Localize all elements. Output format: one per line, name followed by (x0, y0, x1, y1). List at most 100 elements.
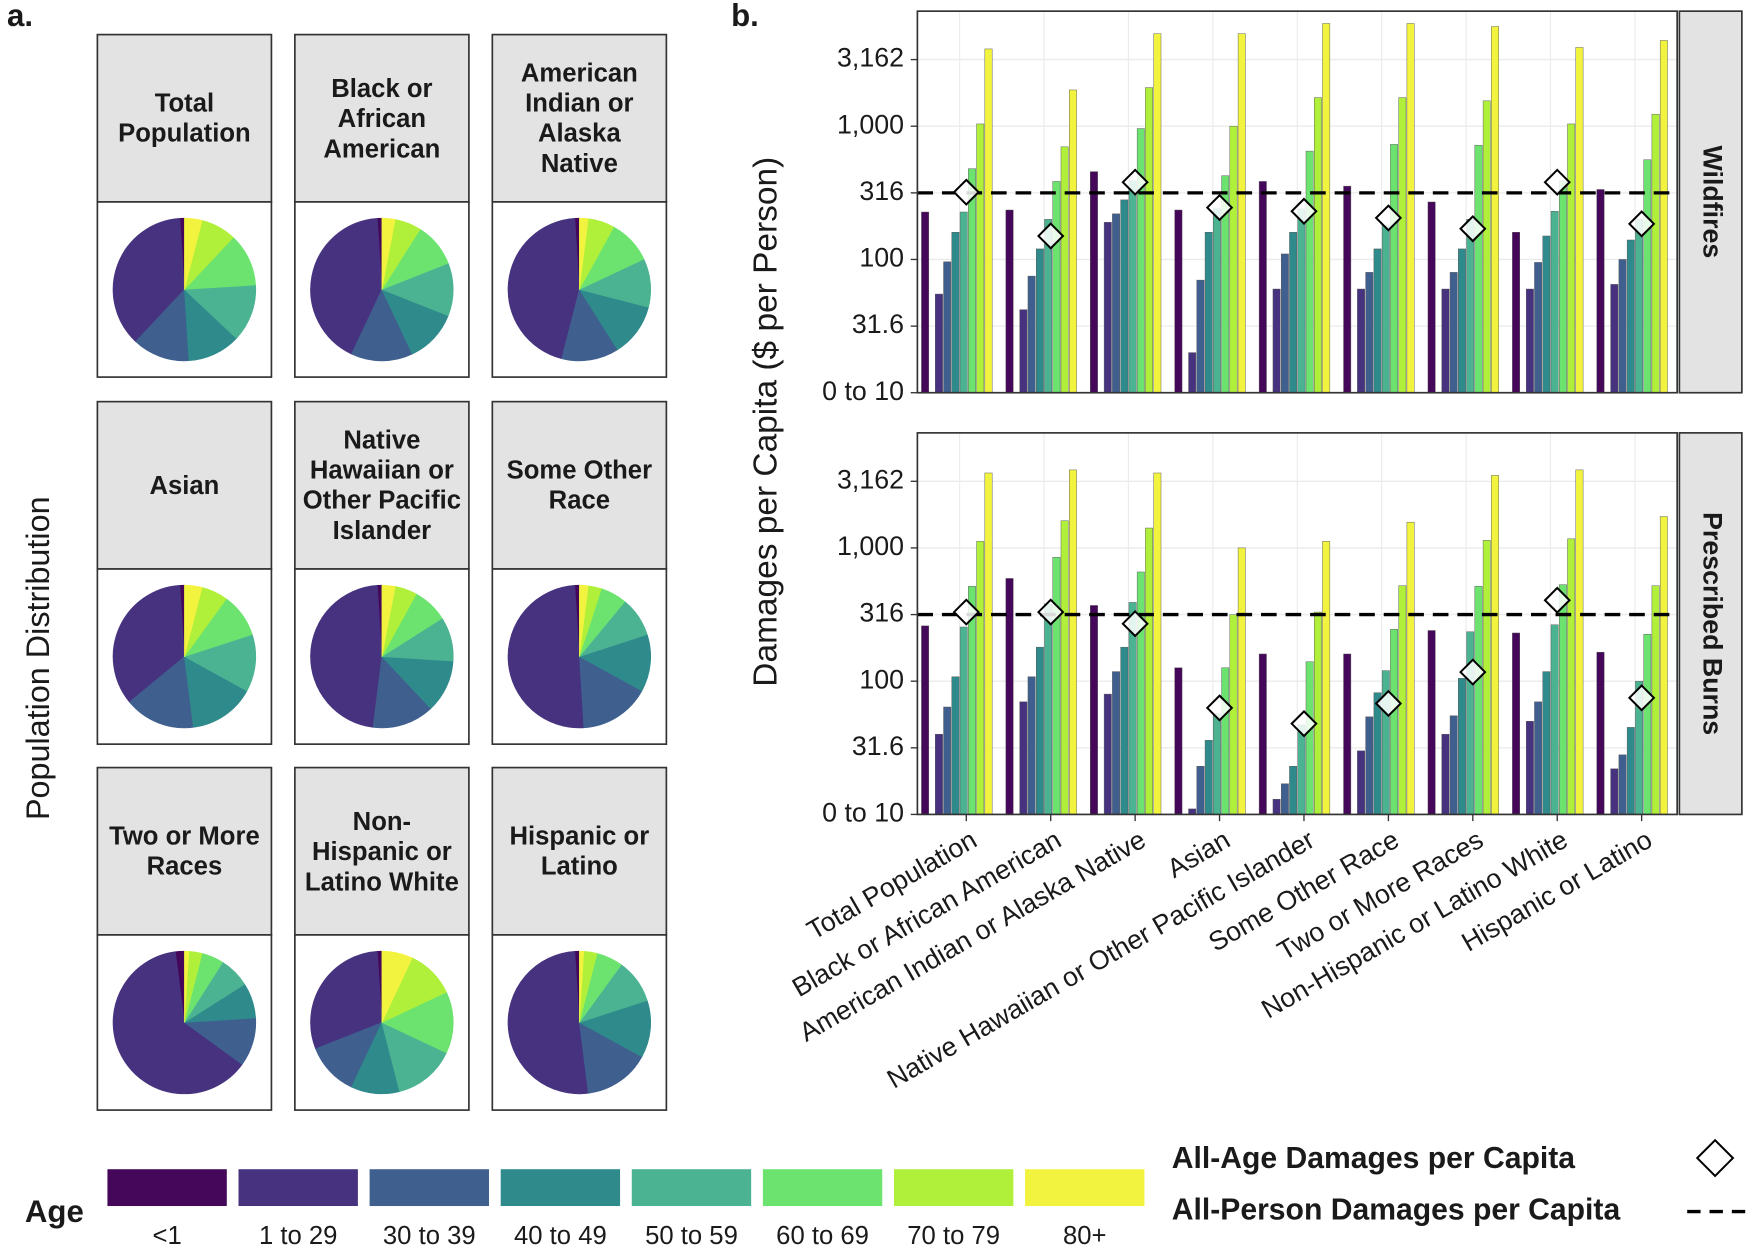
bar (1120, 646, 1129, 815)
bar (1390, 629, 1398, 815)
bar (1610, 768, 1619, 815)
panel-label: b. (731, 0, 759, 33)
y-tick-label: 1,000 (837, 109, 904, 139)
bar (1398, 585, 1407, 815)
pie-slice (372, 655, 432, 729)
bar (1019, 309, 1028, 393)
bar (1237, 547, 1246, 815)
all-age-diamond (952, 598, 980, 626)
bar (921, 211, 930, 393)
bar (1103, 693, 1112, 815)
bar (1229, 614, 1238, 815)
facet-header-box: Black or African American (323, 73, 440, 162)
all-age-diamond (1290, 197, 1318, 225)
bar (1406, 521, 1415, 815)
bar (1575, 469, 1584, 815)
bar (1575, 47, 1584, 393)
facet-header-box: Native Hawaiian or Other Pacific Islande… (303, 425, 461, 544)
pie-slice (310, 950, 383, 1050)
bar (1322, 541, 1331, 815)
bar (1136, 571, 1145, 815)
facet-title: Some Other Race (506, 455, 653, 515)
panel-label: a. (7, 0, 33, 33)
all-age-diamond (1037, 222, 1065, 250)
bar (1373, 248, 1382, 393)
facet-header-box: Non-Hispanic or Latino White (304, 806, 459, 896)
bar (1221, 667, 1230, 815)
bar (1525, 288, 1534, 393)
all-age-diamond (1374, 204, 1403, 232)
facet-title: Non-Hispanic or Latino White (304, 806, 459, 896)
bar (1542, 671, 1551, 815)
bar (1482, 100, 1491, 393)
bar (1626, 239, 1635, 393)
bar (1188, 352, 1197, 393)
bar (1390, 144, 1398, 393)
bar (951, 676, 960, 815)
pie-slice (310, 585, 383, 728)
bar (1052, 181, 1061, 393)
facet-header-box: Two or More Races (109, 821, 260, 881)
all-age-diamond (1037, 598, 1065, 626)
pie-slice (183, 284, 257, 339)
bar (1090, 171, 1098, 393)
legend-all-age: All-Age Damages per Capita (1172, 1142, 1575, 1175)
bar (1474, 144, 1483, 393)
bar (1659, 516, 1668, 815)
facet-header (96, 400, 273, 570)
bar (1365, 272, 1374, 393)
bar (1525, 721, 1534, 815)
legend-label: 80+ (1063, 1222, 1107, 1250)
bar (1258, 181, 1267, 393)
bar (1357, 750, 1365, 815)
y-tick-label: 0 to 10 (822, 798, 904, 828)
y-axis-label: Population Distribution (20, 496, 56, 820)
pie-slice (579, 950, 585, 1023)
y-tick-label: 100 (859, 664, 904, 694)
bar (1559, 180, 1567, 393)
facet-header-box: Some Other Race (506, 455, 653, 515)
bar (1322, 23, 1331, 393)
bar (1289, 232, 1298, 393)
pie-slice (183, 634, 257, 692)
bar (1103, 222, 1112, 393)
facet-header (96, 766, 273, 936)
bar (1635, 219, 1643, 393)
all-age-diamond (1290, 709, 1318, 738)
facet-header-box: Hispanic or Latino (509, 821, 649, 880)
bar (1297, 208, 1306, 393)
pie-slice (184, 217, 203, 290)
bar (1289, 766, 1298, 815)
bar (1060, 146, 1069, 393)
bar (1406, 23, 1415, 393)
legend-label: 30 to 39 (383, 1222, 476, 1250)
bar (1596, 189, 1605, 393)
bar (1449, 715, 1458, 815)
bar (1550, 624, 1559, 815)
pie-slice (184, 584, 203, 657)
bar (1618, 259, 1627, 393)
strip-label: Prescribed Burns (1698, 512, 1728, 735)
legend-swatch (893, 1169, 1014, 1207)
facet-header (491, 400, 668, 570)
bar (1174, 209, 1183, 393)
legend-title: Age (25, 1194, 84, 1229)
bar (1272, 288, 1281, 393)
bar (1449, 272, 1458, 393)
pie-slice (578, 1000, 651, 1058)
bar (984, 48, 993, 393)
facet-title: Two or More Races (109, 821, 260, 881)
legend-swatch (631, 1169, 752, 1207)
bar (1153, 472, 1162, 815)
bar (943, 706, 952, 815)
bar (1491, 26, 1499, 393)
bar (1153, 33, 1162, 393)
pie-slice (135, 288, 190, 362)
bar (1542, 235, 1551, 393)
strip (1678, 10, 1743, 394)
facet-header (294, 33, 470, 203)
pie-slice (128, 656, 194, 729)
bar (1272, 799, 1281, 815)
panel-border (916, 432, 1678, 816)
bar (1035, 646, 1044, 815)
